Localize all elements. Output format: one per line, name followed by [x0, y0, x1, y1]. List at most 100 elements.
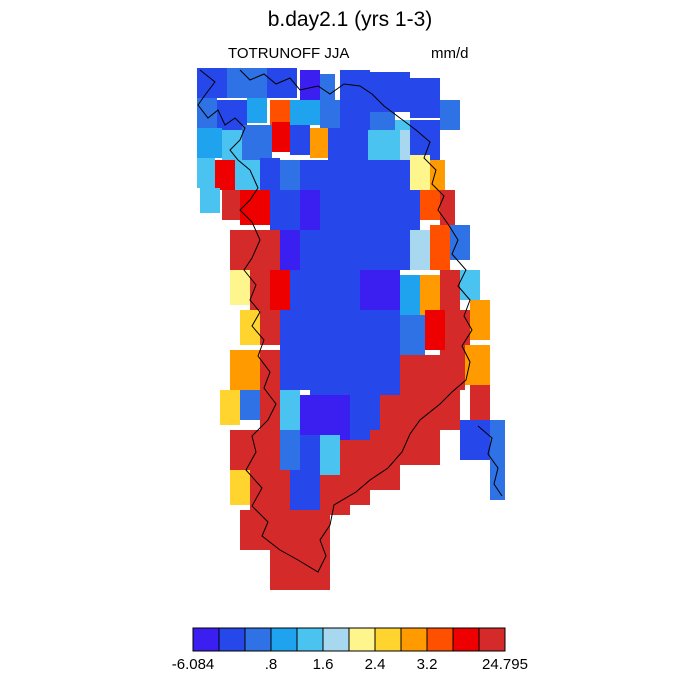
map-cell: [420, 190, 440, 220]
map-cell: [280, 310, 310, 355]
colorbar-swatch: [270, 627, 298, 652]
map-cell: [290, 100, 320, 125]
map-cell: [240, 190, 270, 225]
map-cell: [380, 395, 440, 430]
units-label: mm/d: [431, 45, 469, 62]
map-cell: [370, 430, 410, 465]
map-cell: [370, 160, 410, 190]
map-cell: [320, 74, 335, 104]
map-cell: [330, 230, 370, 270]
map-cell: [440, 190, 455, 225]
colorbar-label: 3.2: [416, 656, 438, 673]
variable-label: TOTRUNOFF JJA: [228, 45, 350, 62]
map-cell: [200, 188, 220, 213]
map-cell: [197, 98, 217, 128]
colorbar-swatch: [478, 627, 506, 652]
map-cell: [222, 130, 242, 160]
map-cell: [300, 230, 330, 270]
map-cell: [270, 270, 290, 310]
map-cell: [425, 310, 445, 350]
map-cell: [250, 430, 280, 470]
map-cell: [440, 100, 460, 130]
map-cell: [280, 390, 300, 430]
map-cell: [222, 190, 240, 220]
colorbar-swatch: [348, 627, 376, 652]
map-cell: [440, 270, 460, 310]
map-cell: [370, 230, 410, 270]
map-cell: [420, 275, 440, 315]
colorbar-label: .8: [264, 656, 278, 673]
colorbar-label: 2.4: [364, 656, 386, 673]
map-cell: [320, 270, 360, 315]
colorbar-swatch: [374, 627, 402, 652]
map-cell: [410, 430, 440, 465]
map-cell: [270, 100, 290, 125]
colorbar-swatch: [426, 627, 454, 652]
map-cell: [450, 225, 470, 260]
map-cell: [260, 310, 280, 345]
map-cell: [197, 158, 215, 188]
colorbar-label: -6.084: [171, 656, 215, 673]
chart-title: b.day2.1 (yrs 1-3): [267, 8, 433, 31]
map-cell: [300, 190, 320, 230]
map-cell: [242, 125, 272, 160]
map-cell: [360, 190, 390, 230]
map-cell: [272, 122, 290, 152]
map-cell: [460, 270, 480, 300]
colorbar-swatch: [244, 627, 272, 652]
map-cell: [320, 515, 330, 545]
map-cell: [410, 155, 430, 190]
map-cell: [270, 190, 300, 230]
map-cell: [290, 545, 330, 585]
map-cell: [230, 350, 260, 390]
map-cell: [247, 98, 267, 123]
map-cell: [280, 430, 300, 470]
map-cell: [290, 510, 320, 550]
map-cell: [400, 275, 420, 315]
map-cell: [400, 315, 425, 355]
map-cell: [360, 310, 400, 355]
map-cell: [230, 270, 250, 305]
map-cell: [215, 160, 235, 190]
colorbar-label: 1.6: [312, 656, 334, 673]
map-cell: [310, 350, 350, 395]
colorbar-swatch: [218, 627, 246, 652]
map-cell: [300, 435, 320, 475]
map-cell: [350, 475, 370, 505]
map-cell: [220, 390, 240, 425]
map-cell: [235, 160, 260, 195]
map-cell: [290, 470, 320, 510]
map-cell: [430, 225, 450, 270]
map-cell: [300, 70, 320, 100]
map-cell: [290, 125, 310, 155]
map-cell: [400, 355, 440, 395]
map-cell: [300, 395, 350, 440]
map-cell: [370, 72, 410, 112]
map-cell: [490, 420, 505, 500]
map-cell: [230, 470, 250, 505]
map-cell: [350, 350, 380, 395]
map-cell: [290, 270, 320, 315]
map-cell: [240, 390, 260, 420]
map-cell: [250, 470, 290, 510]
map-cell: [320, 475, 350, 515]
map-cell: [300, 160, 340, 190]
map-cell: [368, 130, 398, 160]
map-cell: [340, 100, 370, 130]
map-cell: [340, 160, 370, 190]
map-cell: [370, 460, 400, 490]
coastline-east: [477, 425, 503, 497]
colorbar-swatch: [452, 627, 480, 652]
map-cell: [460, 420, 490, 460]
map-cell: [260, 158, 280, 193]
map-cell: [197, 68, 227, 98]
map-cell: [320, 100, 340, 128]
map-cell: [310, 128, 328, 158]
map-cell: [267, 68, 297, 98]
map-cell: [260, 350, 280, 390]
map-cell: [430, 160, 445, 190]
map-cell: [310, 310, 360, 355]
map-cell: [470, 385, 490, 425]
map-cell: [340, 440, 370, 475]
